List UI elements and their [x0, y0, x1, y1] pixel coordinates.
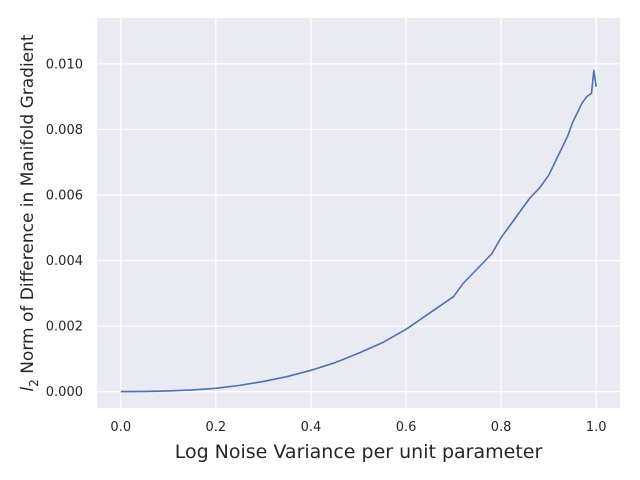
- y-axis-title: l2 Norm of Difference in Manifold Gradie…: [18, 34, 41, 391]
- y-tick-label: 0.006: [46, 188, 83, 203]
- x-tick-label: 0.6: [396, 420, 417, 435]
- y-axis-title-prefix: l: [18, 387, 38, 392]
- x-tick-label: 0.2: [206, 420, 227, 435]
- x-tick-label: 0.8: [491, 420, 512, 435]
- y-tick-label: 0.002: [46, 320, 83, 335]
- x-axis-title: Log Noise Variance per unit parameter: [175, 441, 543, 463]
- y-axis-title-rest: Norm of Difference in Manifold Gradient: [18, 34, 38, 379]
- series-line: [120, 69, 598, 393]
- y-tick-label: 0.000: [46, 385, 83, 400]
- x-tick-label: 1.0: [586, 420, 607, 435]
- x-tick-labels: 0.0 0.2 0.4 0.6 0.8 1.0: [110, 420, 606, 435]
- x-tick-label: 0.4: [301, 420, 322, 435]
- series-layer: [120, 69, 598, 393]
- y-axis-title-subscript: 2: [27, 379, 41, 387]
- x-tick-label: 0.0: [110, 420, 131, 435]
- y-tick-label: 0.008: [46, 123, 83, 138]
- y-tick-labels: 0.000 0.002 0.004 0.006 0.008 0.010: [46, 57, 83, 400]
- y-tick-label: 0.010: [46, 57, 83, 72]
- plot-area: [97, 18, 620, 408]
- y-tick-label: 0.004: [46, 254, 83, 269]
